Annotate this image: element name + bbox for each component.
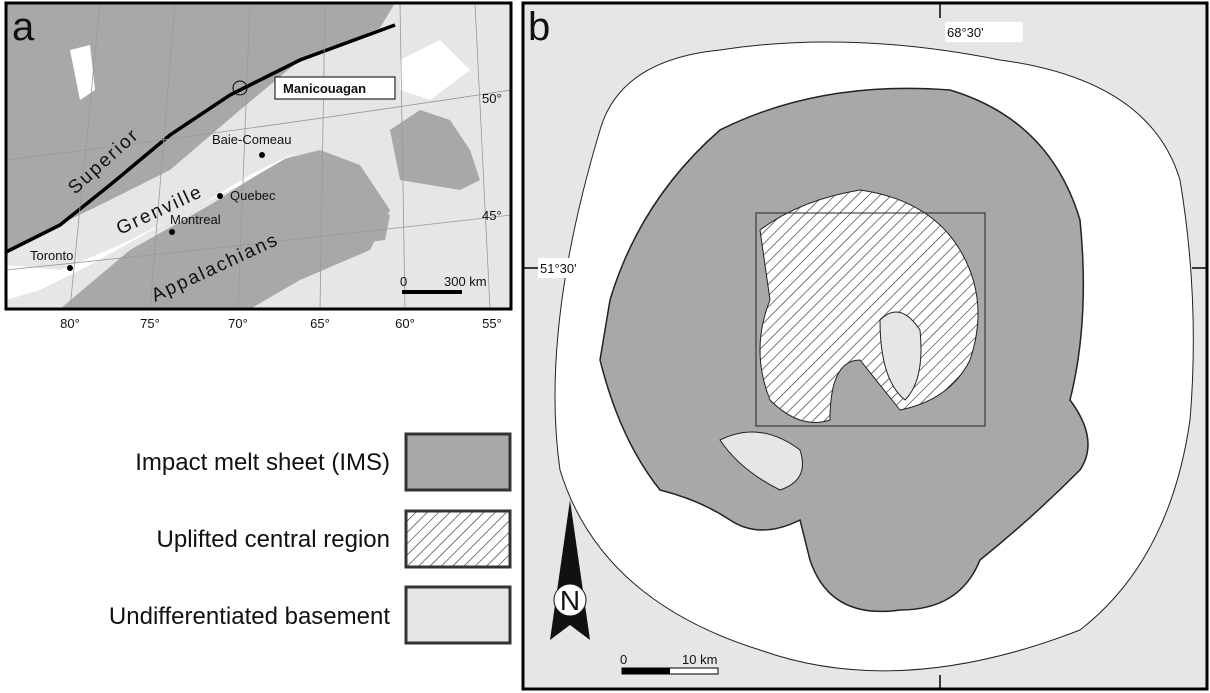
place-label: Montreal [170, 212, 221, 227]
city-markers [67, 152, 265, 271]
latitude-label: 45° [482, 208, 502, 223]
maritimes [330, 205, 390, 245]
place-label: Toronto [30, 248, 73, 263]
uplifted-central-region [759, 189, 979, 423]
place-label: Manicouagan [283, 81, 366, 96]
longitude-label: 65° [310, 316, 330, 331]
longitude-label: 55° [482, 316, 502, 331]
newfoundland [390, 110, 480, 190]
inset-box [755, 212, 986, 427]
longitude-label: 75° [140, 316, 160, 331]
basement-outcrop [719, 311, 922, 491]
scale-bar [622, 668, 670, 674]
frame [4, 1, 513, 311]
legend-swatch [404, 509, 512, 569]
scale-label: 300 km [444, 274, 487, 289]
map-b: 68°30' 51°30' b N 0 10 km [523, 3, 1207, 689]
map-a: a Superior Grenville Appalachians Manico… [6, 3, 511, 309]
scale-label: 0 [620, 652, 627, 667]
longitude-label: 80° [60, 316, 80, 331]
panel-label: a [12, 5, 35, 49]
place-label: Baie-Comeau [212, 132, 292, 147]
water [6, 135, 340, 300]
scale-label: 10 km [682, 652, 717, 667]
label-bg [945, 22, 1023, 42]
panel-label: b [528, 5, 550, 49]
legend-swatch [404, 585, 512, 645]
longitude-labels: 80° 75° 70° 65° 60° 55° [60, 316, 502, 331]
latitude-label: 51°30' [540, 261, 577, 276]
frame-ticks [523, 3, 1207, 689]
label-box [274, 76, 396, 100]
legend: Impact melt sheet (IMS) Uplifted central… [109, 432, 512, 645]
place-label: Quebec [230, 188, 276, 203]
north-label: N [560, 585, 580, 616]
longitude-label: 68°30' [947, 25, 984, 40]
north-circle [553, 583, 587, 617]
legend-label: Impact melt sheet (IMS) [135, 449, 390, 476]
legend-label: Uplifted central region [157, 526, 390, 553]
label-bg [538, 258, 606, 278]
scale-label: 0 [400, 274, 407, 289]
legend-label: Undifferentiated basement [109, 603, 390, 630]
legend-swatch [404, 432, 512, 492]
scale-bar [402, 290, 462, 294]
longitude-label: 60° [395, 316, 415, 331]
latitude-label: 50° [482, 91, 502, 106]
frame [521, 1, 1209, 691]
water [70, 40, 470, 100]
grenville-front [6, 23, 396, 254]
graticule [6, 3, 511, 309]
longitude-label: 70° [228, 316, 248, 331]
appalachians [60, 150, 390, 309]
crater-marker [232, 80, 248, 96]
